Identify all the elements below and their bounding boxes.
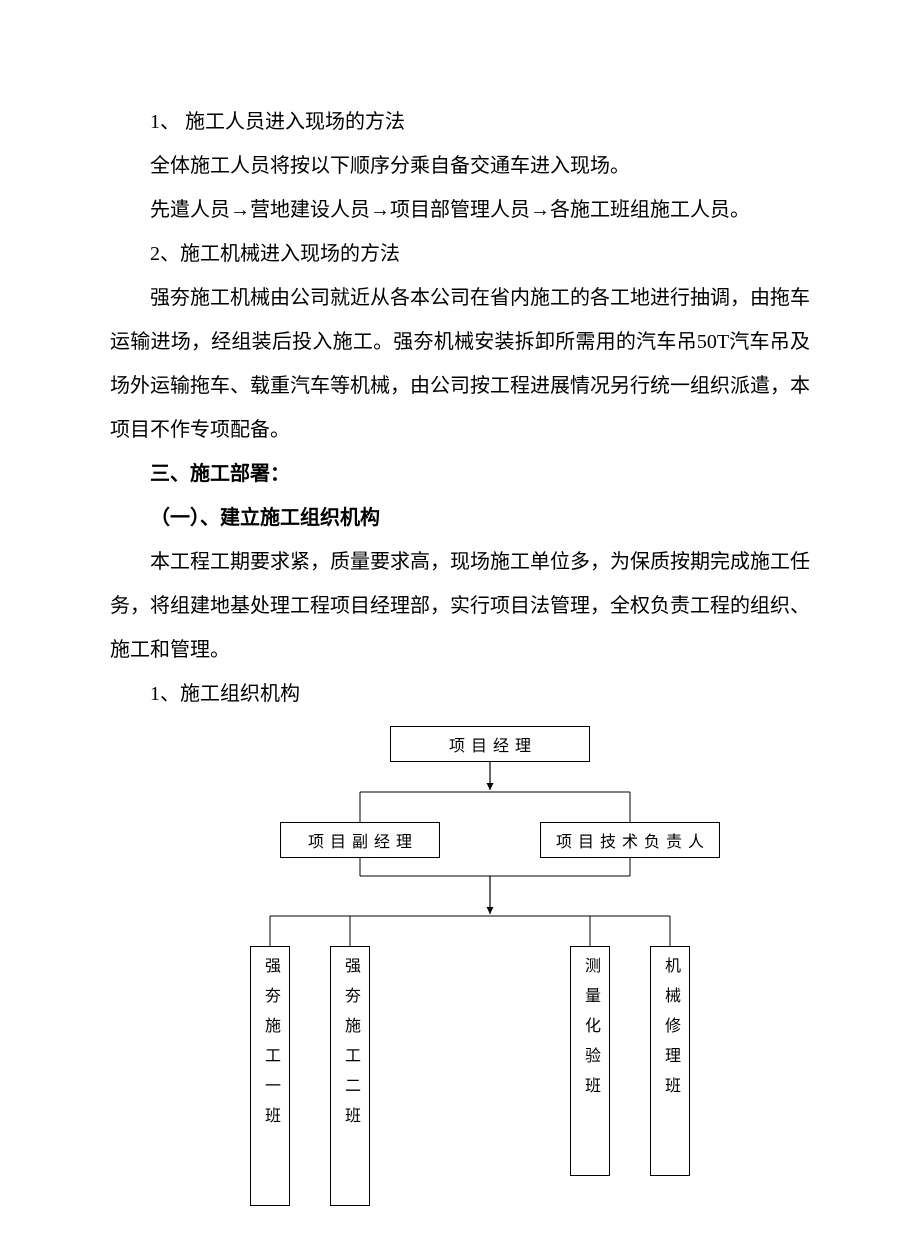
org-node-root: 项目经理 (390, 726, 590, 762)
paragraph: 全体施工人员将按以下顺序分乘自备交通车进入现场。 (110, 144, 810, 188)
heading-section-3: 三、施工部署： (110, 452, 810, 496)
org-node-deputy: 项目副经理 (280, 822, 440, 858)
heading-subsection-1: （一）、建立施工组织机构 (110, 496, 810, 540)
org-node-team-1: 强夯施工一班 (250, 946, 290, 1206)
paragraph: 1、施工组织机构 (110, 672, 810, 716)
paragraph: 1、 施工人员进入现场的方法 (110, 100, 810, 144)
paragraph: 强夯施工机械由公司就近从各本公司在省内施工的各工地进行抽调，由拖车运输进场，经组… (110, 276, 810, 452)
paragraph: 2、施工机械进入现场的方法 (110, 232, 810, 276)
org-node-tech-lead: 项目技术负责人 (540, 822, 720, 858)
paragraph: 先遣人员→营地建设人员→项目部管理人员→各施工班组施工人员。 (110, 188, 810, 232)
document-page: 1、 施工人员进入现场的方法 全体施工人员将按以下顺序分乘自备交通车进入现场。 … (0, 0, 920, 1191)
org-node-mech: 机械修理班 (650, 946, 690, 1176)
paragraph: 本工程工期要求紧，质量要求高，现场施工单位多，为保质按期完成施工任务，将组建地基… (110, 540, 810, 672)
org-node-survey: 测量化验班 (570, 946, 610, 1176)
org-chart: 项目经理 项目副经理 项目技术负责人 强夯施工一班 强夯施工二班 测量化验班 机… (190, 726, 750, 1236)
org-node-team-2: 强夯施工二班 (330, 946, 370, 1206)
